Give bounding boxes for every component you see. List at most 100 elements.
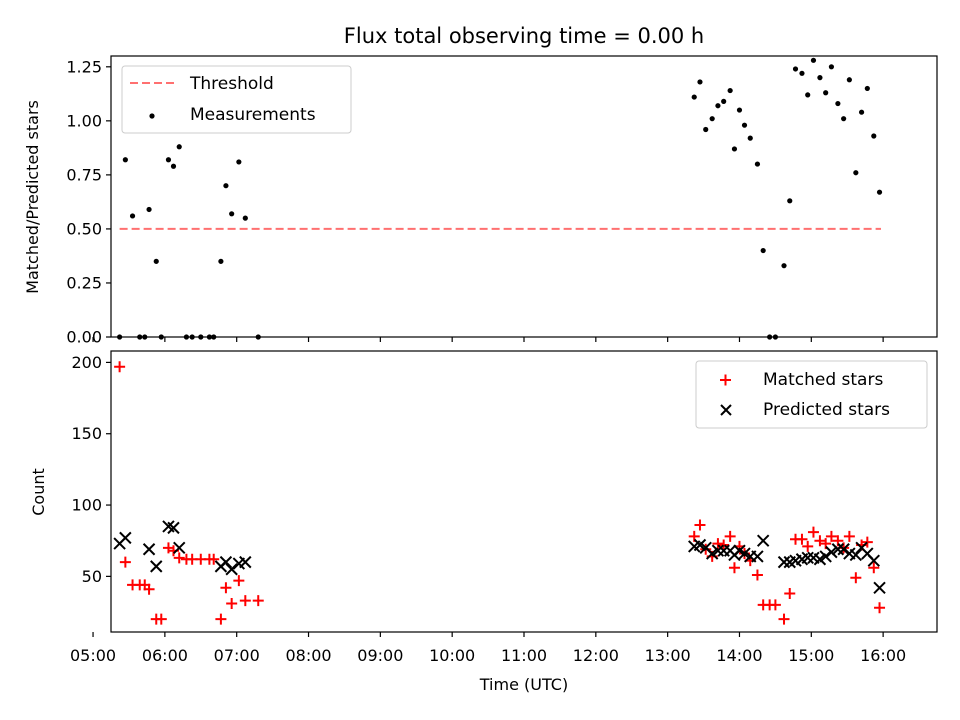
legend-predicted-label: Predicted stars [763,400,890,420]
matched-star-point [700,543,712,555]
measurement-point [223,183,229,189]
measurement-point [198,334,204,340]
matched-star-point [226,597,238,609]
measurement-point [218,258,224,264]
measurement-point [767,334,773,340]
measurement-point [229,211,235,217]
measurement-point [189,334,195,340]
ratio-legend-box [121,65,352,134]
measurement-point [142,334,148,340]
matched-star-point [868,562,880,574]
measurement-point [876,189,883,195]
matched-star-point [712,538,724,550]
matched-star-point [807,526,819,538]
matched-star-point [155,613,167,625]
predicted-star-point [239,555,252,569]
predicted-star-point [225,563,238,576]
predicted-star-point [837,543,850,556]
measurement-point [853,170,859,176]
predicted-star-point [150,560,163,573]
predicted-star-point [873,581,886,594]
measurement-point [772,334,778,340]
matched-star-point [769,599,781,611]
predicted-star-point [173,541,186,555]
count-x-tick-label: 16:00 [860,646,906,665]
matched-star-point [796,533,808,545]
measurement-point [129,213,136,219]
count-legend: Matched stars Predicted stars [695,360,928,429]
ratio-y-tick-label: 1.25 [66,57,102,76]
matched-star-point [728,562,740,574]
ratio-y-axis-label: Matched/Predicted stars [23,100,42,294]
count-x-tick-label: 09:00 [357,646,403,665]
measurement-point [206,334,213,340]
measurement-point [747,135,753,141]
ratio-y-axis: 0.00 0.25 0.50 0.75 1.00 1.25 [66,57,111,347]
predicted-star-point [825,545,838,559]
measurement-point [727,87,733,94]
measurement-point [858,109,865,115]
measurement-point [846,77,852,83]
count-y-axis-label: Count [29,468,48,516]
ratio-panel: Matched/Predicted stars 0.00 0.25 0.50 0.75… [23,55,938,347]
measurement-point [153,258,159,264]
measurement-point [864,85,870,92]
predicted-star-point [167,521,180,535]
measurement-point [741,122,748,128]
predicted-star-point [142,543,156,556]
predicted-star-point [801,551,814,565]
measurement-point [787,198,793,204]
ratio-y-tick-label: 0.25 [66,273,102,292]
legend-measurements-label: Measurements [190,105,316,125]
predicted-star-point [819,550,832,563]
matched-star-point [778,613,790,625]
measurement-point [799,70,805,76]
matched-star-point [239,595,251,607]
count-x-tick-label: 10:00 [429,646,475,665]
count-y-tick-label: 150 [71,424,102,443]
predicted-star-point [777,555,791,569]
ratio-y-tick-label: 0.50 [66,219,102,238]
predicted-star-point [867,554,881,567]
measurement-point [715,103,721,109]
measurement-point [165,157,172,163]
measurement-point [242,215,248,221]
matched-star-point [874,602,886,614]
measurement-point [754,161,761,167]
count-x-tick-label: 11:00 [501,646,547,665]
matched-star-point [850,572,862,584]
legend-threshold-label: Threshold [189,74,274,94]
matched-star-point [751,569,763,581]
measurement-point [697,79,703,85]
measurement-point [731,146,738,152]
count-y-tick-label: 50 [82,567,102,586]
matched-star-point [694,519,706,531]
matched-star-point [252,595,264,607]
predicted-star-point [119,531,132,545]
chart-title: Flux total observing time = 0.00 h [344,24,704,48]
measurement-point [810,57,817,63]
matched-star-point [802,540,814,552]
measurement-point [736,107,743,113]
matched-star-point [119,556,131,568]
measurements-series [117,57,883,340]
predicted-star-point [756,534,770,547]
count-x-tick-label: 13:00 [645,646,691,665]
legend-predicted-swatch [720,404,732,416]
measurement-point [805,92,811,98]
measurement-point [817,75,823,81]
ratio-y-tick-label: 0.00 [66,328,102,347]
count-y-tick-label: 100 [71,496,102,515]
matched-star-point [784,587,796,599]
count-x-axis-label: Time (UTC) [479,675,568,694]
measurement-point [176,144,182,150]
measurement-point [835,100,841,107]
predicted-star-point [831,543,845,556]
measurement-point [137,334,143,340]
matched-star-point [215,613,227,625]
matched-star-point [233,575,245,587]
predicted-stars-series [113,520,886,594]
predicted-star-point [711,544,725,557]
